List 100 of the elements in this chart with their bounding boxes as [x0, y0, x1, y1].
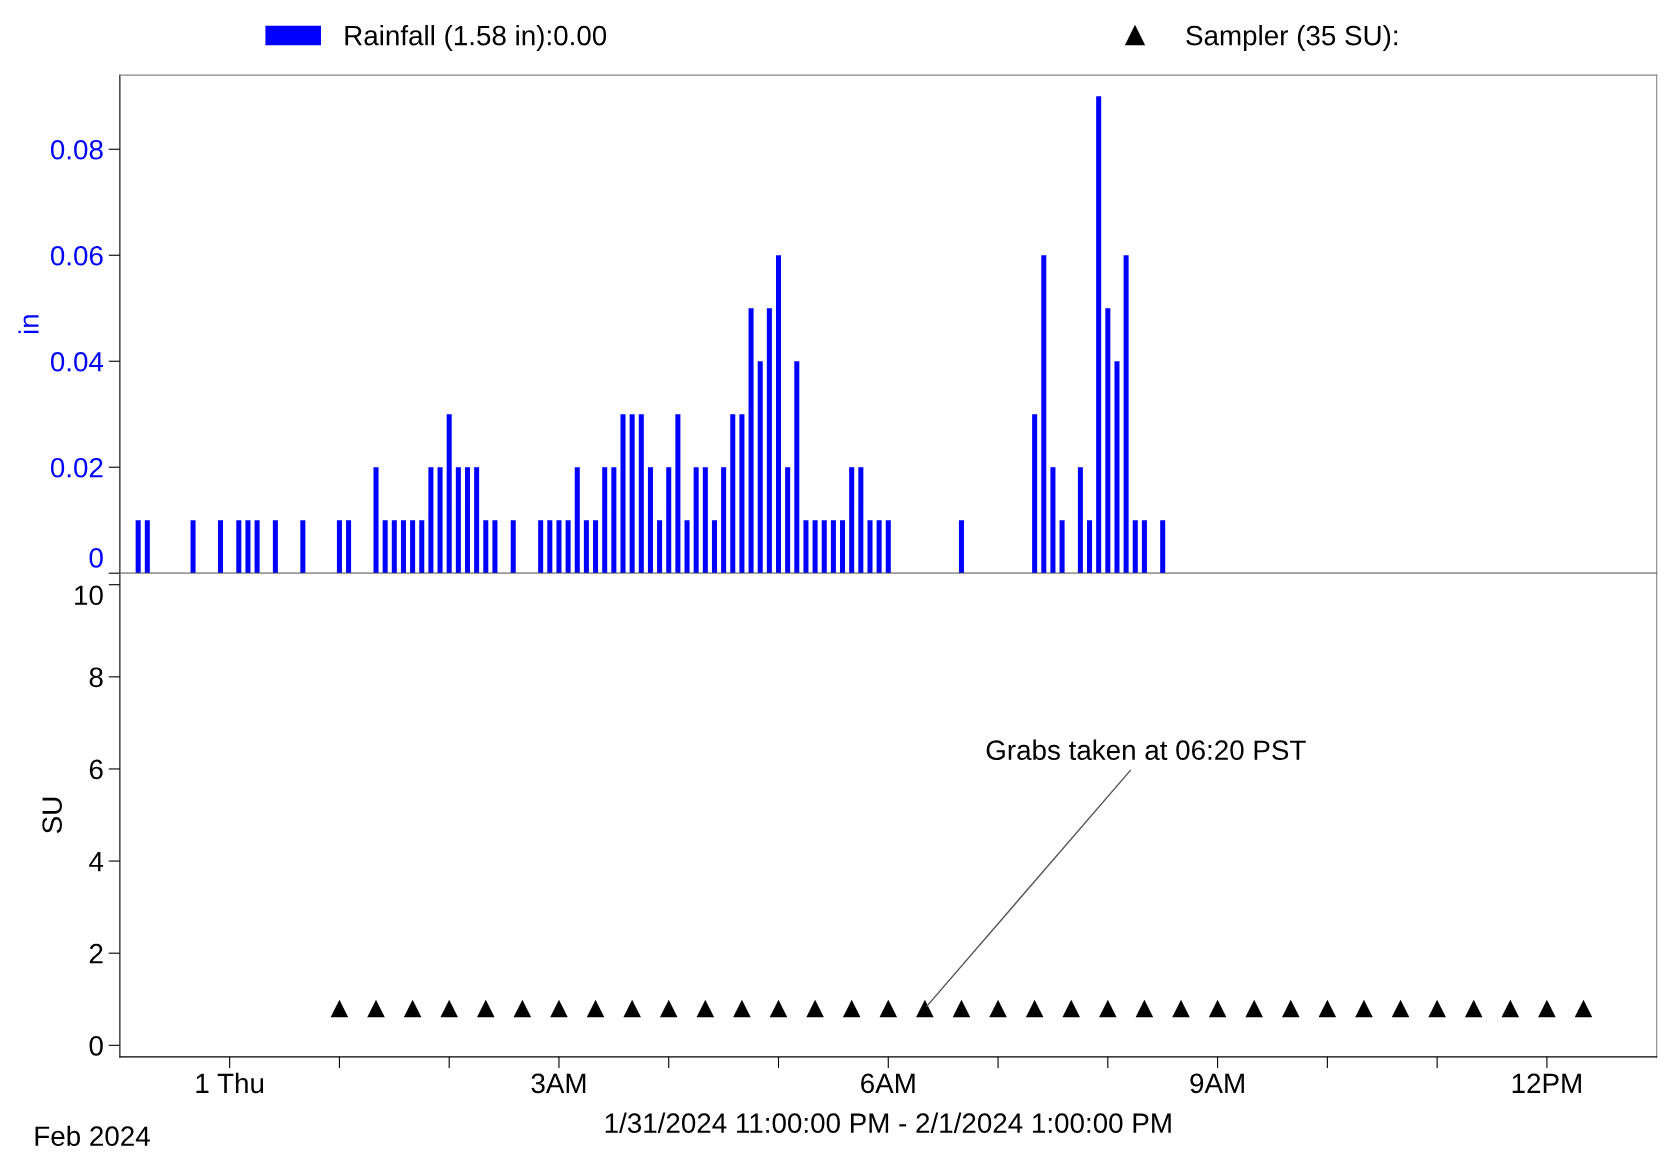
bar: [748, 308, 754, 574]
y-tick-label: 8: [89, 667, 103, 688]
bar: [446, 414, 452, 574]
x-tick-label: 1 Thu: [196, 1072, 264, 1094]
y-tick-label: 0.08: [50, 139, 103, 160]
bar: [611, 467, 617, 574]
bar: [574, 467, 580, 574]
bar: [144, 520, 150, 574]
bar: [391, 520, 397, 574]
y-tick-label: 0.06: [50, 245, 103, 266]
bar: [821, 520, 827, 574]
bar: [1087, 520, 1093, 574]
bar: [1114, 361, 1120, 574]
text: Feb 2024: [35, 1125, 150, 1147]
bar: [702, 467, 708, 574]
bar: [245, 520, 251, 574]
y-tick-label: 0.04: [50, 351, 104, 372]
bar: [437, 467, 443, 574]
bar: [236, 520, 242, 574]
bar: [510, 520, 516, 574]
y-tick-label: 0: [89, 548, 103, 568]
bar: [1059, 520, 1065, 574]
legend-label: Sampler (35 SU):: [1186, 25, 1398, 51]
bar: [638, 414, 644, 574]
bar: [1096, 96, 1102, 574]
bar: [629, 414, 635, 574]
bar: [1105, 308, 1111, 574]
bar: [867, 520, 873, 574]
bar: [547, 520, 553, 574]
bar: [602, 467, 608, 574]
bar: [1077, 467, 1083, 574]
bar: [254, 520, 260, 574]
bar: [419, 520, 425, 574]
bar: [346, 520, 352, 574]
y-tick-label: 10: [75, 585, 103, 606]
bar: [428, 467, 434, 574]
bar: [803, 520, 809, 574]
legend-label: Rainfall (1.58 in):0.00: [345, 25, 607, 51]
bar: [1123, 255, 1129, 574]
bar: [1050, 467, 1056, 574]
bar: [620, 414, 626, 574]
bar: [464, 467, 470, 574]
y-axis-title: SU: [42, 797, 62, 834]
bar: [474, 467, 480, 574]
bar: [775, 255, 782, 574]
bar: [1141, 520, 1147, 574]
bar: [336, 520, 342, 574]
bar: [666, 467, 672, 574]
bar: [373, 467, 379, 574]
y-axis-title: in: [18, 315, 39, 334]
bar: [858, 467, 864, 574]
bar: [217, 520, 224, 574]
bar: [711, 520, 717, 574]
bar: [593, 520, 599, 574]
y-tick-label: 6: [89, 759, 103, 780]
x-tick-label: 12PM: [1512, 1073, 1581, 1093]
bar: [794, 361, 800, 574]
bar: [849, 467, 855, 574]
bar: [455, 467, 461, 574]
bar: [300, 520, 306, 574]
bar: [812, 520, 818, 574]
bar: [876, 520, 882, 574]
bar: [583, 520, 589, 574]
bar: [565, 520, 571, 574]
bar: [538, 520, 544, 574]
bar: [885, 520, 891, 574]
bar: [1160, 520, 1166, 574]
x-tick-label: 6AM: [861, 1073, 915, 1094]
bar: [730, 414, 736, 574]
bar: [684, 520, 690, 574]
bar: [400, 520, 406, 574]
bar: [492, 520, 498, 574]
bar: [190, 520, 196, 574]
bar: [1041, 255, 1047, 574]
y-tick-label: 0.02: [50, 457, 103, 478]
annotation: Grabs taken at 06:20 PST: [986, 739, 1306, 761]
bar: [840, 520, 846, 574]
bar: [739, 414, 745, 574]
bar: [1032, 414, 1038, 574]
bar: [657, 520, 663, 574]
bar: [675, 414, 681, 574]
y-tick-label: 2: [89, 943, 103, 964]
bar: [785, 467, 791, 574]
bar: [958, 520, 964, 574]
bar: [721, 467, 727, 574]
x-axis-title: 1/31/2024 11:00:00 PM - 2/1/2024 1:00:00 PM: [605, 1112, 1171, 1133]
bar: [410, 520, 416, 574]
x-tick-label: 9AM: [1190, 1073, 1244, 1094]
y-tick-label: 4: [89, 852, 104, 872]
x-tick-label: 3AM: [531, 1073, 586, 1094]
bar: [382, 520, 388, 574]
bar: [556, 520, 562, 574]
bar: [757, 361, 763, 574]
bar: [647, 467, 653, 574]
bar: [135, 520, 141, 574]
bar: [483, 520, 489, 574]
bar: [693, 467, 699, 574]
bar: [1132, 520, 1138, 574]
bar: [830, 520, 836, 574]
y-tick-label: 0: [89, 1035, 103, 1056]
